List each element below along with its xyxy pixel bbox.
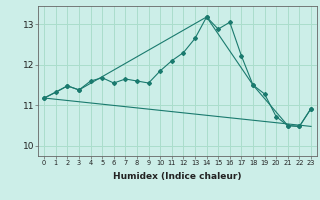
X-axis label: Humidex (Indice chaleur): Humidex (Indice chaleur) — [113, 172, 242, 181]
